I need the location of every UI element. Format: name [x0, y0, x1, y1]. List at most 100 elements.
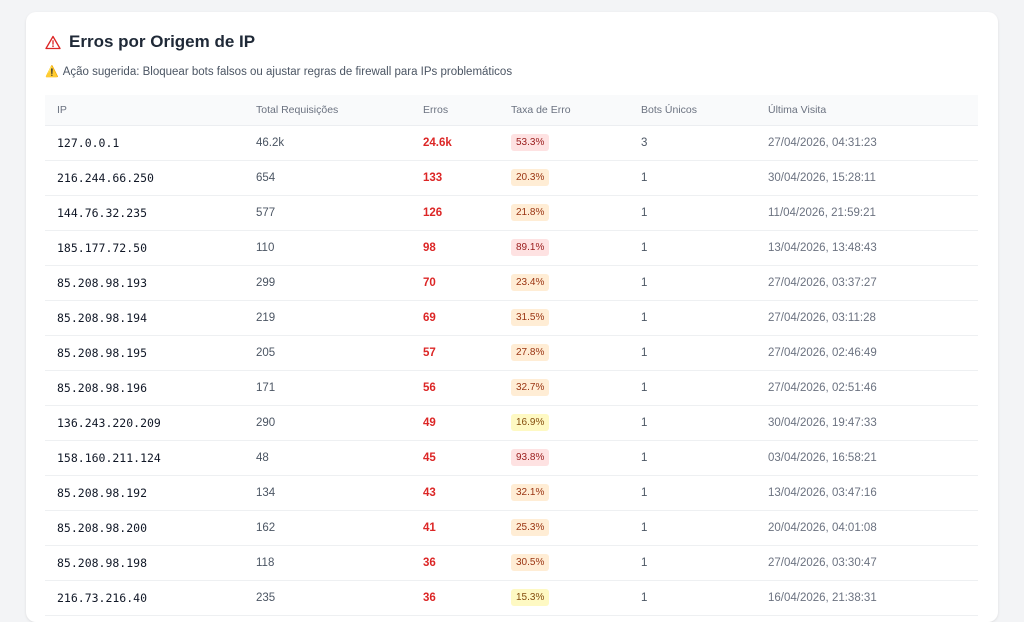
error-rate-badge: 21.8% [511, 204, 550, 221]
error-rate-badge: 53.3% [511, 134, 550, 151]
error-rate-cell: 16.9% [499, 405, 629, 441]
last-visit-cell: 13/04/2026, 03:47:16 [756, 475, 978, 511]
error-rate-badge: 25.3% [511, 519, 550, 536]
last-visit-cell: 27/04/2026, 03:37:27 [756, 265, 978, 301]
unique-bots-cell: 1 [629, 440, 756, 476]
unique-bots-cell: 1 [629, 335, 756, 371]
ip-cell: 85.208.98.198 [45, 545, 244, 581]
total-requests-cell: 577 [244, 195, 411, 231]
table-row[interactable]: 85.208.98.198 118 36 30.5% 1 27/04/2026, 03:3… [45, 545, 978, 581]
table-row[interactable]: 158.160.211.124 48 45 93.8% 1 03/04/2026, 16:… [45, 440, 978, 476]
last-visit-cell: 13/04/2026, 13:48:43 [756, 230, 978, 266]
ip-cell: 144.76.32.235 [45, 195, 244, 231]
ip-cell: 85.208.98.200 [45, 510, 244, 546]
error-rate-cell: 15.3% [499, 580, 629, 616]
total-requests-cell: 118 [244, 545, 411, 581]
ip-cell: 85.208.98.195 [45, 335, 244, 371]
table-row[interactable]: 144.76.32.235 577 126 21.8% 1 11/04/2026, 21:… [45, 195, 978, 231]
error-rate-badge: 93.8% [511, 449, 550, 466]
error-rate-cell: 30.5% [499, 545, 629, 581]
total-requests-cell: 134 [244, 475, 411, 511]
table-row[interactable]: 127.0.0.1 46.2k 24.6k 53.3% 3 27/04/2026, 04:… [45, 125, 978, 161]
total-requests-cell: 110 [244, 230, 411, 266]
error-rate-badge: 16.9% [511, 414, 550, 431]
column-header-error-rate[interactable]: Taxa de Erro [499, 95, 629, 126]
total-requests-cell: 290 [244, 405, 411, 441]
error-rate-cell: 23.4% [499, 265, 629, 301]
ip-cell: 85.208.98.194 [45, 300, 244, 336]
warning-icon: ⚠️ [45, 65, 59, 78]
error-rate-cell: 31.5% [499, 300, 629, 336]
errors-cell: 56 [411, 370, 499, 406]
column-header-unique-bots[interactable]: Bots Únicos [629, 95, 756, 126]
ip-cell: 127.0.0.1 [45, 125, 244, 161]
last-visit-cell: 27/04/2026, 02:46:49 [756, 335, 978, 371]
error-rate-badge: 30.5% [511, 554, 550, 571]
column-header-last-visit[interactable]: Última Visita [756, 95, 978, 126]
unique-bots-cell: 1 [629, 370, 756, 406]
error-rate-cell: 27.8% [499, 335, 629, 371]
errors-cell: 49 [411, 405, 499, 441]
table-row[interactable]: 85.208.98.193 299 70 23.4% 1 27/04/2026, 03:3… [45, 265, 978, 301]
last-visit-cell: 27/04/2026, 04:31:23 [756, 125, 978, 161]
alert-triangle-icon [45, 35, 61, 50]
table-row[interactable]: 85.208.98.192 134 43 32.1% 1 13/04/2026, 03:4… [45, 475, 978, 511]
error-rate-cell: 53.3% [499, 125, 629, 161]
unique-bots-cell: 1 [629, 545, 756, 581]
unique-bots-cell: 1 [629, 405, 756, 441]
table-row[interactable]: 216.244.66.250 654 133 20.3% 1 30/04/2026, 15… [45, 160, 978, 196]
error-rate-badge: 15.3% [511, 589, 550, 606]
error-rate-cell: 21.8% [499, 195, 629, 231]
unique-bots-cell: 1 [629, 195, 756, 231]
suggested-action-text: Ação sugerida: Bloquear bots falsos ou a… [62, 66, 513, 78]
errors-cell: 98 [411, 230, 499, 266]
last-visit-cell: 16/04/2026, 21:38:31 [756, 580, 978, 616]
table-row[interactable]: 85.208.98.195 205 57 27.8% 1 27/04/2026, 02:4… [45, 335, 978, 371]
ip-cell: 185.177.72.50 [45, 230, 244, 266]
card-title: Erros por Origem de IP [69, 32, 256, 51]
total-requests-cell: 235 [244, 580, 411, 616]
error-rate-badge: 31.5% [511, 309, 550, 326]
errors-cell: 43 [411, 475, 499, 511]
unique-bots-cell: 1 [629, 580, 756, 616]
suggested-action: ⚠️ Ação sugerida: Bloquear bots falsos o… [45, 66, 512, 78]
table-row[interactable]: 185.177.72.50 110 98 89.1% 1 13/04/2026, 13:4… [45, 230, 978, 266]
last-visit-cell: 30/04/2026, 19:47:33 [756, 405, 978, 441]
ip-cell: 216.244.66.250 [45, 160, 244, 196]
column-header-ip[interactable]: IP [45, 95, 244, 126]
last-visit-cell: 03/04/2026, 16:58:21 [756, 440, 978, 476]
error-rate-cell: 93.8% [499, 440, 629, 476]
ip-cell: 158.160.211.124 [45, 440, 244, 476]
total-requests-cell: 205 [244, 335, 411, 371]
table-row[interactable]: 85.208.98.200 162 41 25.3% 1 20/04/2026, 04:0… [45, 510, 978, 546]
error-rate-badge: 27.8% [511, 344, 550, 361]
column-header-errors[interactable]: Erros [411, 95, 499, 126]
errors-cell: 36 [411, 580, 499, 616]
last-visit-cell: 27/04/2026, 03:30:47 [756, 545, 978, 581]
table-row[interactable]: 216.73.216.40 235 36 15.3% 1 16/04/2026, 21:3… [45, 580, 978, 616]
errors-cell: 70 [411, 265, 499, 301]
total-requests-cell: 219 [244, 300, 411, 336]
errors-cell: 36 [411, 545, 499, 581]
ip-cell: 85.208.98.192 [45, 475, 244, 511]
total-requests-cell: 299 [244, 265, 411, 301]
errors-table: IP Total Requisições Erros Taxa de Erro … [45, 95, 978, 616]
error-rate-cell: 89.1% [499, 230, 629, 266]
errors-cell: 126 [411, 195, 499, 231]
unique-bots-cell: 1 [629, 160, 756, 196]
table-body: 127.0.0.1 46.2k 24.6k 53.3% 3 27/04/2026, 04:… [45, 125, 978, 616]
table-row[interactable]: 85.208.98.194 219 69 31.5% 1 27/04/2026, 03:1… [45, 300, 978, 336]
table-header: IP Total Requisições Erros Taxa de Erro … [45, 95, 978, 126]
errors-by-ip-card: Erros por Origem de IP ⚠️ Ação sugerida:… [26, 12, 998, 622]
ip-cell: 85.208.98.193 [45, 265, 244, 301]
unique-bots-cell: 1 [629, 475, 756, 511]
total-requests-cell: 162 [244, 510, 411, 546]
errors-cell: 45 [411, 440, 499, 476]
table-row[interactable]: 136.243.220.209 290 49 16.9% 1 30/04/2026, 19… [45, 405, 978, 441]
last-visit-cell: 11/04/2026, 21:59:21 [756, 195, 978, 231]
card-header: Erros por Origem de IP [45, 32, 255, 52]
errors-table-container: IP Total Requisições Erros Taxa de Erro … [45, 95, 978, 616]
table-row[interactable]: 85.208.98.196 171 56 32.7% 1 27/04/2026, 02:5… [45, 370, 978, 406]
column-header-total-requests[interactable]: Total Requisições [244, 95, 411, 126]
last-visit-cell: 30/04/2026, 15:28:11 [756, 160, 978, 196]
